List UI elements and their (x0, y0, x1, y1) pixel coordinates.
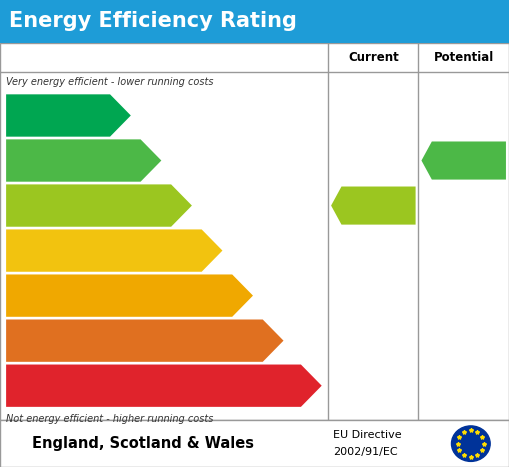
Bar (0, 43, 509, 420)
Polygon shape (6, 365, 322, 407)
Text: 71: 71 (366, 197, 391, 214)
Text: EU Directive: EU Directive (333, 430, 402, 440)
Bar (0, 0, 509, 43)
Polygon shape (6, 139, 161, 182)
Text: Energy Efficiency Rating: Energy Efficiency Rating (9, 12, 297, 31)
Text: D: D (214, 244, 225, 258)
Text: Not energy efficient - higher running costs: Not energy efficient - higher running co… (6, 414, 213, 424)
Bar (0, 420, 509, 467)
Circle shape (451, 426, 490, 461)
Polygon shape (421, 142, 506, 180)
Text: F: F (276, 333, 285, 347)
Text: Very energy efficient - lower running costs: Very energy efficient - lower running co… (6, 77, 214, 87)
Text: (39-54): (39-54) (12, 291, 49, 300)
Text: A: A (122, 108, 133, 122)
Polygon shape (6, 94, 131, 137)
Text: B: B (153, 154, 163, 168)
Polygon shape (6, 319, 284, 362)
Polygon shape (331, 186, 415, 225)
Text: (55-68): (55-68) (12, 246, 49, 255)
Text: 2002/91/EC: 2002/91/EC (333, 447, 398, 457)
Text: Current: Current (348, 51, 399, 64)
Text: 87: 87 (456, 151, 482, 170)
Text: C: C (184, 198, 194, 212)
Polygon shape (6, 184, 192, 227)
Text: (21-38): (21-38) (12, 336, 49, 345)
Text: (92+): (92+) (12, 111, 41, 120)
Text: Potential: Potential (434, 51, 494, 64)
Polygon shape (6, 275, 253, 317)
Text: (1-20): (1-20) (12, 381, 43, 390)
Text: (69-80): (69-80) (12, 201, 49, 210)
Text: E: E (245, 289, 254, 303)
Polygon shape (6, 229, 222, 272)
Text: G: G (313, 379, 324, 393)
Text: England, Scotland & Wales: England, Scotland & Wales (32, 436, 253, 451)
Text: (81-91): (81-91) (12, 156, 49, 165)
